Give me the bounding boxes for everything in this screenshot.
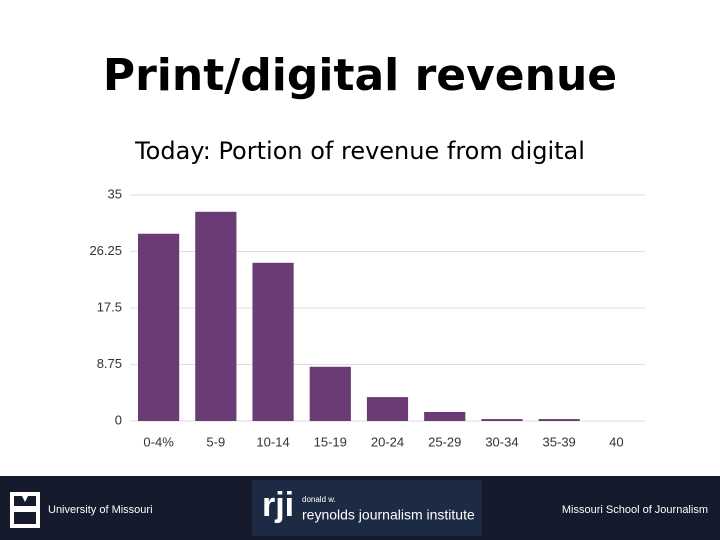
bar: [195, 211, 237, 421]
bar: [366, 397, 409, 421]
bar: [309, 366, 351, 421]
chart-title: Print/digital revenue: [103, 50, 617, 101]
x-tick-label: 15-19: [314, 434, 347, 449]
logo-mark: rji: [262, 486, 294, 524]
x-tick-label: 35-39: [543, 434, 576, 449]
x-tick-label: 40: [609, 434, 623, 449]
footer-right: Missouri School of Journalism: [562, 504, 708, 516]
x-tick-label: 20-24: [371, 434, 404, 449]
y-tick-label: 35: [108, 186, 122, 201]
bar: [138, 233, 180, 421]
x-tick-label: 10-14: [256, 434, 289, 449]
x-tick-label: 0-4%: [143, 434, 174, 449]
y-tick-label: 0: [115, 412, 122, 427]
logo-name: reynolds journalism institute: [302, 507, 475, 523]
bar: [538, 419, 580, 421]
y-tick-label: 17.5: [97, 299, 122, 314]
y-tick-label: 8.75: [97, 356, 122, 371]
logo-box: [252, 480, 482, 536]
bar: [252, 262, 294, 421]
footer-left: University of Missouri: [48, 504, 153, 516]
x-tick-label: 25-29: [428, 434, 461, 449]
mu-logo-mark: [14, 496, 36, 524]
x-tick-label: 30-34: [485, 434, 518, 449]
y-tick-label: 26.25: [89, 243, 122, 258]
chart-subtitle: Today: Portion of revenue from digital: [134, 137, 585, 165]
bar: [481, 419, 523, 421]
logo-small: donald w.: [302, 495, 336, 504]
x-tick-label: 5-9: [206, 434, 225, 449]
bar: [424, 411, 466, 421]
